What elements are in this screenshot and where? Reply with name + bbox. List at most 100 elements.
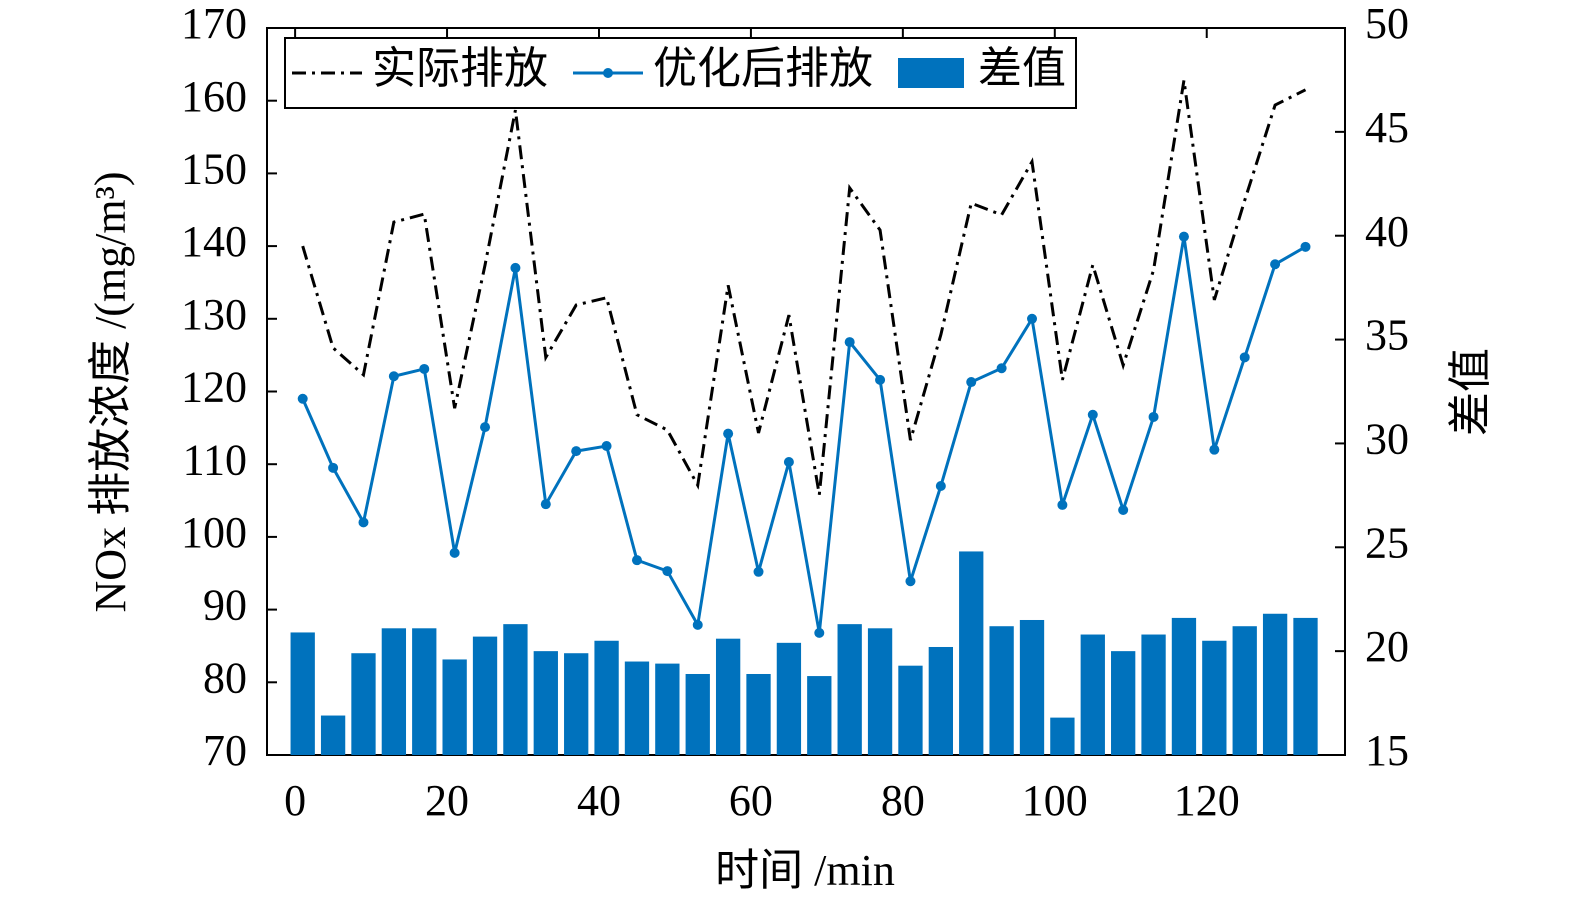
bar <box>1262 613 1288 755</box>
marker <box>1118 505 1129 516</box>
legend-swatch <box>898 58 964 88</box>
y2-tick-label: 15 <box>1365 726 1409 775</box>
marker <box>1270 259 1281 270</box>
bar <box>1019 619 1045 755</box>
legend-label: 差值 <box>978 44 1066 93</box>
marker <box>662 566 673 577</box>
bar <box>351 653 376 755</box>
bar <box>776 642 802 755</box>
bar <box>381 628 407 755</box>
bar <box>837 624 862 755</box>
bar <box>533 651 558 755</box>
y2-tick-label: 30 <box>1365 415 1409 464</box>
x-tick-label: 20 <box>425 776 469 825</box>
marker <box>510 262 521 273</box>
marker <box>358 517 369 528</box>
x-axis-label: 时间 /min <box>715 846 895 895</box>
bar <box>746 673 771 755</box>
y-tick-label: 120 <box>181 363 247 412</box>
marker <box>601 441 612 452</box>
y-tick-label: 170 <box>181 0 247 48</box>
bar <box>898 665 923 755</box>
marker <box>1057 499 1068 510</box>
marker <box>328 462 339 473</box>
bar <box>1171 617 1197 755</box>
bar <box>472 636 498 755</box>
marker <box>480 422 491 433</box>
marker <box>1209 444 1220 455</box>
marker <box>844 337 855 348</box>
bar <box>503 624 528 755</box>
bar <box>320 715 346 755</box>
bar <box>1232 626 1257 755</box>
y-tick-label: 130 <box>181 290 247 339</box>
y-tick-label: 160 <box>181 72 247 121</box>
x-tick-label: 0 <box>284 776 306 825</box>
marker <box>1027 313 1038 324</box>
y2-tick-label: 40 <box>1365 207 1409 256</box>
bar <box>867 628 893 755</box>
bar <box>1080 634 1105 755</box>
marker <box>996 363 1007 374</box>
y-tick-label: 140 <box>181 217 247 266</box>
bar <box>442 659 467 755</box>
bar <box>624 661 650 755</box>
y2-tick-label: 25 <box>1365 518 1409 567</box>
x-tick-label: 100 <box>1022 776 1088 825</box>
bar <box>412 628 437 755</box>
marker <box>571 446 582 457</box>
y-tick-label: 110 <box>183 435 247 484</box>
marker <box>1239 352 1250 363</box>
marker <box>388 371 399 382</box>
y-tick-label: 150 <box>181 144 247 193</box>
marker <box>905 576 916 587</box>
legend: 实际排放 优化后排放 差值 <box>284 37 1077 109</box>
bar <box>1293 617 1318 755</box>
y-tick-label: 90 <box>203 581 247 630</box>
bar <box>1050 717 1075 755</box>
marker <box>814 627 825 638</box>
marker <box>297 393 308 404</box>
legend-marker <box>603 68 613 78</box>
y2-tick-label: 50 <box>1365 0 1409 48</box>
x-tick-label: 120 <box>1174 776 1240 825</box>
bar <box>928 646 953 755</box>
bar <box>594 640 619 755</box>
marker <box>875 374 886 385</box>
y2-axis-label: 差值 <box>1446 348 1495 436</box>
x-tick-label: 40 <box>577 776 621 825</box>
y2-tick-label: 45 <box>1365 103 1409 152</box>
bar <box>989 626 1014 755</box>
marker <box>723 428 734 439</box>
marker <box>783 457 794 468</box>
marker <box>966 377 977 388</box>
marker <box>1148 411 1159 422</box>
bar <box>655 663 680 755</box>
marker <box>449 547 460 558</box>
y-tick-label: 70 <box>203 726 247 775</box>
marker <box>631 555 642 566</box>
bar <box>1141 634 1166 755</box>
y-axis-label: NOx 排放浓度 /(mg/m³) <box>86 172 135 613</box>
marker <box>1178 231 1189 242</box>
x-tick-label: 60 <box>729 776 773 825</box>
line <box>301 80 1307 495</box>
bar <box>1111 651 1136 755</box>
marker <box>1300 241 1311 252</box>
bar <box>685 673 710 755</box>
bar <box>564 653 589 755</box>
bar <box>1202 640 1227 755</box>
legend-label: 优化后排放 <box>653 44 873 93</box>
y-tick-label: 80 <box>203 653 247 702</box>
bar <box>807 676 832 755</box>
bar <box>959 551 984 755</box>
marker <box>419 363 430 374</box>
marker <box>692 619 703 630</box>
y2-tick-label: 35 <box>1365 311 1409 360</box>
line <box>301 236 1307 634</box>
bar <box>290 632 315 755</box>
x-tick-label: 80 <box>881 776 925 825</box>
marker <box>1087 409 1098 420</box>
